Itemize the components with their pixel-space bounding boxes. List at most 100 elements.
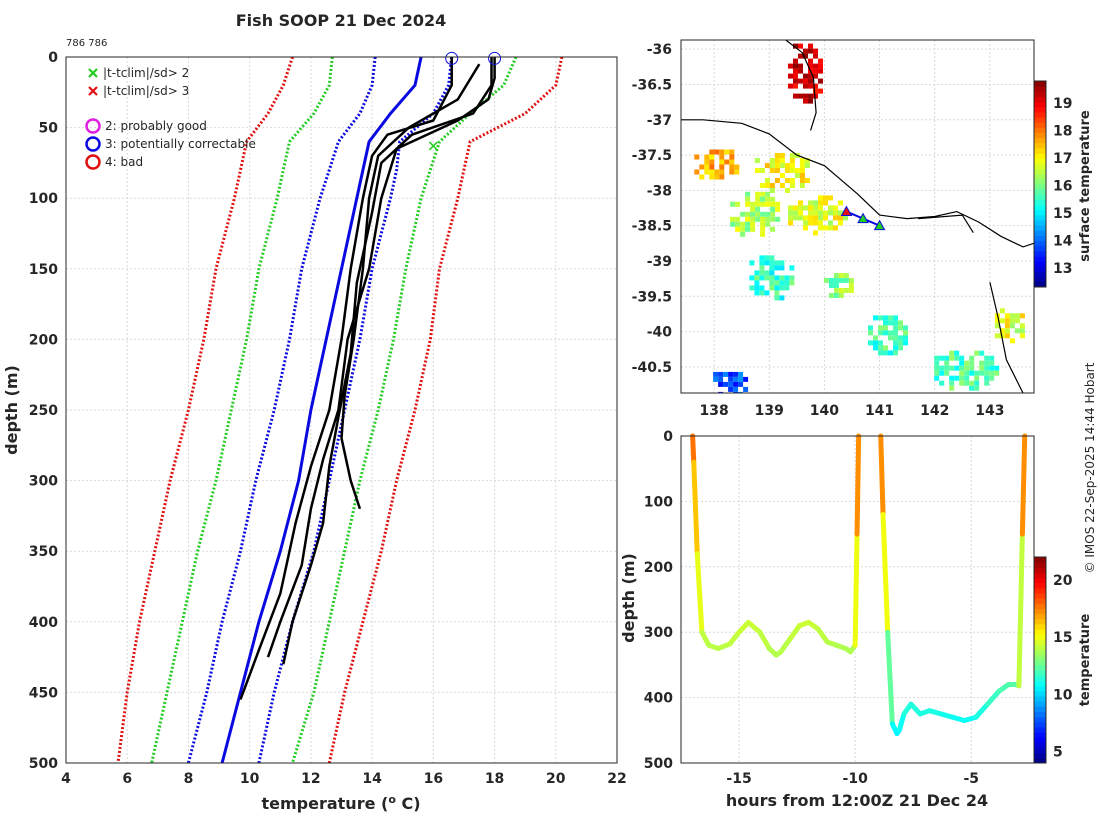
sst-pixel [779, 183, 785, 188]
y-tick-label: 500 [29, 756, 58, 772]
legend-label: 2: probably good [105, 119, 207, 133]
xlabel-tail: C) [396, 794, 421, 813]
time-colorbar-cell [1034, 623, 1046, 630]
sst-pixel [730, 221, 736, 227]
sst-pixel [729, 169, 735, 175]
profile-y-axis-label: depth (m) [2, 365, 21, 455]
sst-pixel [724, 149, 730, 155]
sst-pixel [770, 211, 776, 217]
sst-pixel [994, 323, 1000, 329]
map-lat-tick-label: -36 [647, 42, 672, 58]
climatology-plus3sd-line [327, 56, 564, 764]
sst-pixel [784, 178, 790, 183]
sst-pixel [823, 210, 828, 216]
sst-pixel [954, 350, 960, 356]
sst-pixel [799, 178, 805, 183]
drop-trace-segment [896, 711, 907, 733]
sst-pixel [709, 169, 715, 175]
sst-pixel [789, 265, 795, 271]
sst-pixel [704, 169, 710, 175]
sst-pixel [764, 255, 770, 261]
sst-pixel [803, 225, 808, 231]
sst-pixel [903, 340, 908, 346]
sst-pixel [939, 370, 945, 376]
sst-pixel [788, 83, 793, 89]
sst-pixel [774, 163, 780, 168]
sst-pixel [764, 290, 770, 296]
time-colorbar-cell [1034, 685, 1046, 692]
sst-pixel [760, 226, 766, 232]
sst-pixel [818, 78, 823, 84]
sst-pixel [934, 370, 940, 376]
sst-pixel [799, 163, 805, 168]
sst-pixel [734, 169, 740, 175]
time-colorbar-cell [1034, 711, 1046, 718]
map-colorbar-cell [1034, 214, 1046, 221]
sst-pixel [888, 350, 893, 356]
map-colorbar-cell [1034, 173, 1046, 180]
profile-id-label: 786 786 [66, 38, 107, 49]
sst-pixel [1004, 328, 1010, 334]
sst-pixel [793, 43, 798, 49]
sst-pixel [808, 83, 813, 89]
legend-x-marker [88, 86, 98, 96]
time-colorbar-tick-label: 5 [1053, 745, 1063, 761]
sst-pixel [728, 381, 734, 387]
sst-pixel [793, 68, 798, 74]
sst-pixel [848, 283, 854, 288]
sst-pixel [808, 63, 813, 69]
sst-pixel [843, 273, 849, 278]
sst-pixel [964, 380, 970, 386]
sst-pixel [735, 216, 741, 222]
sst-pixel [959, 365, 965, 371]
sst-pixel [868, 340, 873, 346]
time-colorbar-cell [1034, 644, 1046, 651]
sst-pixel [784, 280, 790, 286]
sst-pixel [984, 370, 990, 376]
map-colorbar-cell [1034, 86, 1046, 92]
sst-pixel [719, 149, 725, 155]
sst-pixel [813, 48, 818, 54]
sst-pixel [770, 206, 776, 212]
sst-pixel [769, 280, 775, 286]
y-tick-label: 150 [29, 262, 58, 278]
sst-pixel [764, 270, 770, 276]
map-colorbar-cell [1034, 276, 1046, 283]
sst-pixel [735, 221, 741, 227]
sst-pixel [1004, 313, 1010, 319]
sst-pixel [774, 290, 780, 296]
sst-pixel [714, 174, 720, 180]
sst-pixel [694, 169, 700, 175]
sst-pixel [765, 201, 771, 207]
sst-pixel [898, 345, 903, 351]
sst-pixel [838, 215, 843, 221]
sst-pixel [974, 370, 980, 376]
sst-pixels [694, 43, 1025, 393]
x-tick-label: 6 [122, 771, 132, 787]
sst-pixel [769, 260, 775, 266]
sst-pixel [1004, 318, 1010, 324]
sst-pixel [818, 195, 823, 201]
time-y-tick-label: 200 [644, 560, 673, 576]
drop-trace-segment [745, 619, 763, 635]
sst-pixel [740, 221, 746, 227]
sst-pixel [789, 178, 795, 183]
sst-pixel [774, 295, 780, 301]
sst-pixel [799, 168, 805, 173]
sst-pixel [775, 216, 781, 222]
sst-pixel [798, 215, 803, 221]
drop-trace-segment [1016, 531, 1025, 689]
time-y-tick-label: 100 [644, 494, 673, 510]
sst-pixel [888, 320, 893, 326]
sst-pixel [893, 335, 898, 341]
sst-pixel [898, 340, 903, 346]
map-colorbar-cell [1034, 220, 1046, 226]
sst-pixel [828, 210, 833, 216]
sst-pixel [813, 205, 818, 211]
coastline [681, 40, 1034, 393]
sst-pixel [788, 210, 793, 216]
sst-pixel [833, 225, 838, 231]
sst-pixel [738, 371, 744, 377]
time-colorbar-frame [1033, 556, 1047, 764]
sst-pixel [833, 205, 838, 211]
